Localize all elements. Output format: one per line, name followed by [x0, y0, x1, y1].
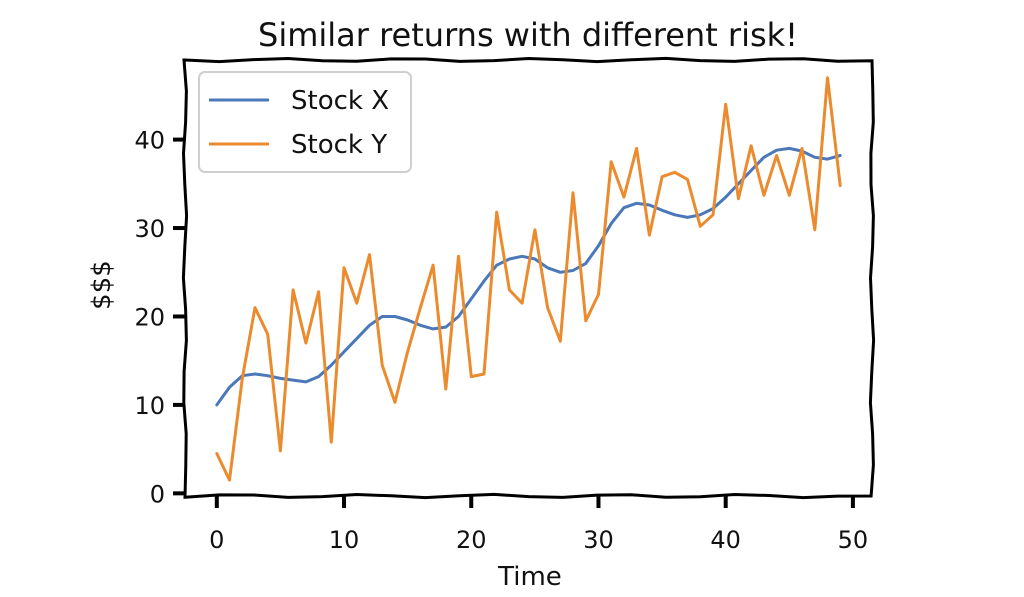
x-tick-label: 0	[209, 526, 224, 554]
y-axis: 0 10 20 30 40	[134, 127, 185, 508]
series-group	[215, 76, 842, 482]
y-tick-label: 20	[134, 303, 165, 331]
y-axis-label: $$$	[87, 260, 117, 310]
x-axis-label: Time	[497, 562, 562, 592]
series-line-stock-y	[215, 76, 842, 482]
x-tick-label: 20	[456, 526, 487, 554]
series-line-stock-x	[215, 146, 842, 407]
legend-entry-label: Stock X	[291, 86, 389, 116]
y-tick-label: 10	[134, 392, 165, 420]
x-tick-label: 50	[838, 526, 869, 554]
legend-box	[198, 71, 412, 173]
y-tick-label: 30	[134, 215, 165, 243]
legend: Stock X Stock Y	[198, 71, 412, 173]
y-tick-label: 40	[134, 127, 165, 155]
legend-entry-label: Stock Y	[291, 130, 387, 160]
chart-title: Similar returns with different risk!	[258, 16, 798, 54]
x-tick-label: 40	[710, 526, 741, 554]
x-tick-label: 10	[329, 526, 360, 554]
x-axis: 0 10 20 30 40 50	[209, 496, 868, 554]
y-tick-label: 0	[150, 480, 165, 508]
x-tick-label: 30	[583, 526, 614, 554]
